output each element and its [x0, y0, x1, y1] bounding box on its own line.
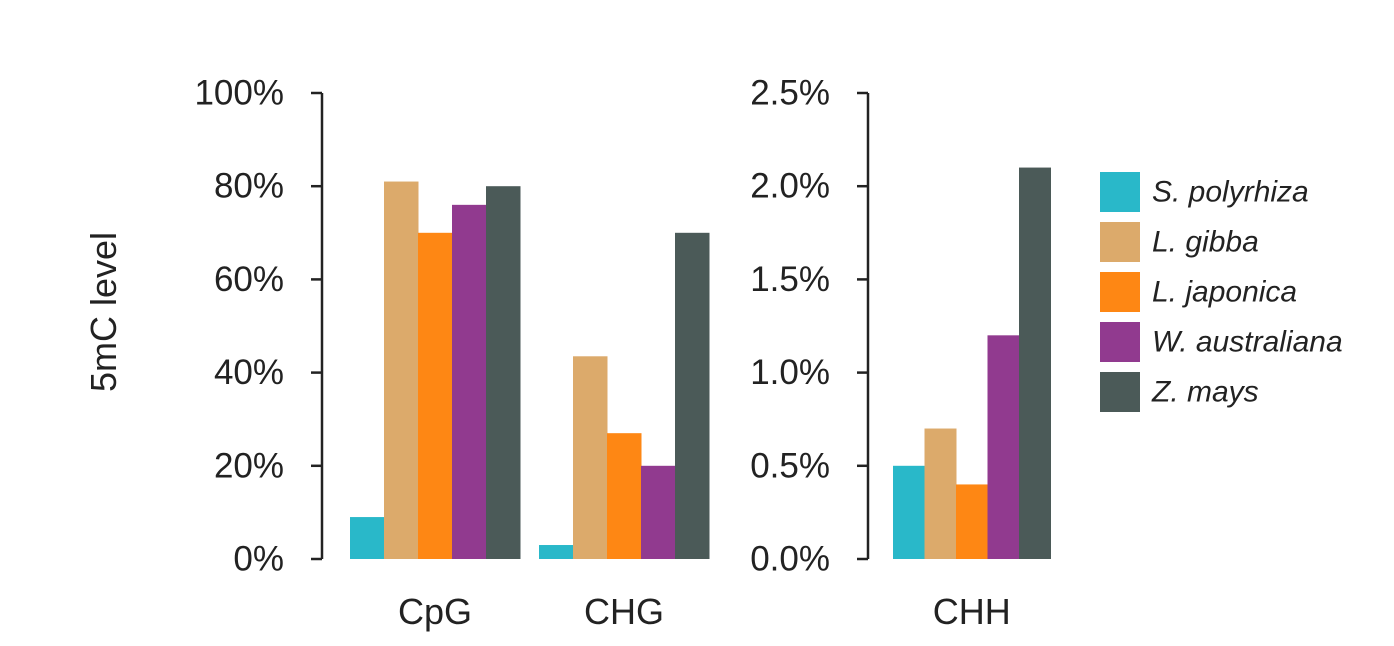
bar-chg-l-japonica [607, 433, 642, 559]
category-label-chh: CHH [933, 591, 1011, 632]
y-tick-label: 0.5% [750, 446, 830, 485]
panel-cpg-chg: 0% 20% 40% 60% 80% 100% CpG CHG [194, 74, 710, 632]
y-tick-label: 1.0% [750, 353, 830, 392]
bar-chg-s-polyrhiza [539, 545, 574, 559]
legend-swatch-l-gibba [1100, 222, 1140, 262]
bar-cpg-l-japonica [418, 232, 453, 560]
y-tick-label: 100% [194, 74, 284, 113]
bar-chg-l-gibba [573, 356, 608, 559]
bar-chh-w-australiana [987, 335, 1020, 559]
bar-cpg-w-australiana [452, 204, 487, 559]
category-label-cpg: CpG [398, 591, 472, 632]
y-tick-label: 1.5% [750, 260, 830, 299]
legend-label-z-mays: Z. mays [1151, 376, 1259, 409]
y-tick-label: 60% [214, 260, 284, 299]
panel-chh: 0.0% 0.5% 1.0% 1.5% 2.0% 2.5% CHH [750, 74, 1051, 632]
y-tick-label: 20% [214, 446, 284, 485]
category-label-chg: CHG [584, 591, 664, 632]
legend-label-l-japonica: L. japonica [1152, 276, 1297, 309]
y-tick-label: 80% [214, 167, 284, 206]
legend-swatch-l-japonica [1100, 272, 1140, 312]
y-tick-label: 2.0% [750, 167, 830, 206]
legend-label-s-polyrhiza: S. polyrhiza [1152, 176, 1309, 209]
legend: S. polyrhiza L. gibba L. japonica W. austra… [1100, 172, 1343, 412]
y-tick-label: 0.0% [750, 540, 830, 579]
bar-chg-z-mays [675, 232, 710, 560]
legend-swatch-s-polyrhiza [1100, 172, 1140, 212]
legend-label-l-gibba: L. gibba [1152, 226, 1259, 259]
legend-swatch-z-mays [1100, 372, 1140, 412]
y-tick-label: 2.5% [750, 74, 830, 113]
y-tick-label: 0% [233, 540, 284, 579]
y-tick-label: 40% [214, 353, 284, 392]
bar-chg-w-australiana [641, 465, 676, 559]
bar-cpg-l-gibba [384, 181, 419, 560]
legend-label-w-australiana: W. australiana [1152, 326, 1343, 359]
bar-chh-l-gibba [924, 428, 957, 559]
bar-cpg-z-mays [486, 186, 521, 559]
bar-cpg-s-polyrhiza [350, 517, 385, 559]
y-axis-label: 5mC level [83, 232, 124, 392]
bar-chh-l-japonica [956, 484, 988, 559]
legend-swatch-w-australiana [1100, 322, 1140, 362]
bar-chh-z-mays [1019, 167, 1051, 559]
bar-chh-s-polyrhiza [893, 465, 925, 559]
